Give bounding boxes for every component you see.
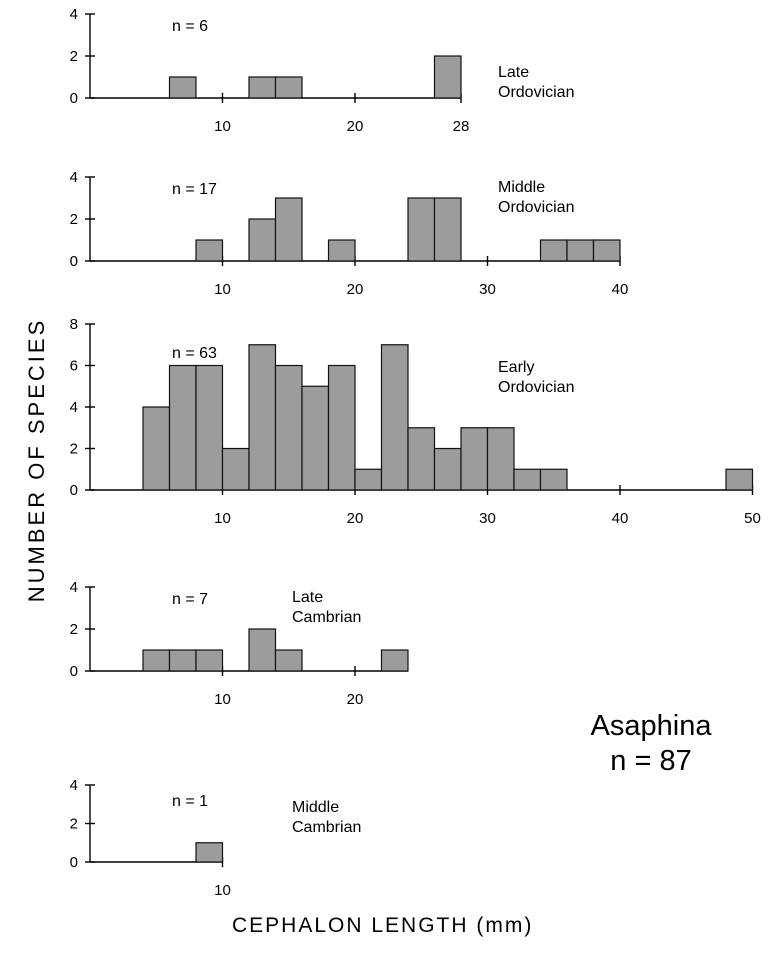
- y-tick-label: 2: [70, 48, 78, 65]
- histogram-bar: [195, 364, 224, 491]
- panel-1: 0 2 4 10 20 30 40 n = 17 Middle Ordovician: [70, 169, 629, 298]
- histogram-bar: [380, 649, 409, 672]
- y-tick-label: 2: [70, 441, 78, 458]
- period-label: Middle: [498, 179, 545, 196]
- x-tick-label: 40: [612, 281, 629, 298]
- histogram-bar: [354, 468, 383, 491]
- sample-size-label: n = 17: [172, 181, 217, 198]
- period-label: Late: [292, 589, 323, 606]
- y-tick-label: 4: [70, 399, 78, 416]
- y-tick-label: 4: [70, 777, 78, 794]
- y-axis-label: NUMBER OF SPECIES: [24, 318, 49, 602]
- sample-size-label: n = 7: [172, 591, 208, 608]
- histogram-bar: [195, 649, 224, 672]
- period-label: Early: [498, 359, 534, 376]
- y-tick-label: 8: [70, 316, 78, 333]
- period-label: Ordovician: [498, 199, 574, 216]
- histogram-bar: [407, 197, 436, 262]
- histogram-bar: [725, 468, 754, 491]
- x-tick-label: 20: [347, 281, 364, 298]
- y-tick-label: 4: [70, 579, 78, 596]
- y-tick-label: 0: [70, 253, 78, 270]
- histogram-bar: [539, 468, 568, 491]
- period-label: Ordovician: [498, 84, 574, 101]
- histogram-bar: [301, 385, 330, 491]
- y-tick-label: 0: [70, 854, 78, 871]
- histogram-bar: [248, 628, 277, 672]
- y-tick-label: 6: [70, 358, 78, 375]
- x-axis-label: CEPHALON LENGTH (mm): [232, 914, 533, 937]
- x-tick-label: 50: [744, 510, 761, 527]
- sample-size-label: n = 1: [172, 793, 208, 810]
- period-label: Late: [498, 64, 529, 81]
- genus-count: n = 87: [610, 745, 691, 777]
- histogram-bar: [142, 649, 171, 672]
- x-tick-label: 10: [214, 510, 231, 527]
- histogram-bar: [168, 76, 197, 99]
- y-tick-label: 0: [70, 663, 78, 680]
- histogram-bar: [168, 649, 197, 672]
- histogram-bar: [195, 842, 224, 863]
- histogram-bar: [248, 344, 277, 491]
- histogram-bar: [433, 197, 462, 262]
- period-label: Cambrian: [292, 609, 361, 626]
- period-label: Cambrian: [292, 819, 361, 836]
- histogram-bar: [168, 364, 197, 491]
- panel-0: 0 2 4 10 20 28 n = 6 Late Ordovician: [70, 6, 575, 135]
- histogram-bar: [248, 76, 277, 99]
- x-tick-label: 28: [453, 118, 470, 135]
- histogram-bar: [592, 239, 621, 262]
- histogram-bar: [274, 649, 303, 672]
- x-tick-label: 10: [214, 882, 231, 899]
- sample-size-label: n = 63: [172, 345, 217, 362]
- histogram-bar: [248, 218, 277, 262]
- histogram-bar: [195, 239, 224, 262]
- period-label: Ordovician: [498, 379, 574, 396]
- histogram-bar: [221, 447, 250, 491]
- histogram-bar: [433, 447, 462, 491]
- y-tick-label: 4: [70, 6, 78, 23]
- histogram-bar: [460, 427, 489, 491]
- x-tick-label: 40: [612, 510, 629, 527]
- x-tick-label: 30: [479, 510, 496, 527]
- x-tick-label: 20: [347, 691, 364, 708]
- histogram-bar: [327, 239, 356, 262]
- histogram-bar: [566, 239, 595, 262]
- y-tick-label: 2: [70, 816, 78, 833]
- y-tick-label: 2: [70, 211, 78, 228]
- histogram-bar: [380, 344, 409, 491]
- histogram-bar: [539, 239, 568, 262]
- panel-4: 0 2 4 10 n = 1 Middle Cambrian: [70, 777, 362, 899]
- y-tick-label: 0: [70, 90, 78, 107]
- genus-name: Asaphina: [591, 710, 713, 742]
- histogram-bar: [513, 468, 542, 491]
- panel-2: 0 2 4 6 8 10 20 30 40 50 n = 63 Early Ordovician: [70, 316, 761, 527]
- panel-3: 0 2 4 10 20 n = 7 Late Cambrian: [70, 579, 409, 708]
- x-tick-label: 20: [347, 118, 364, 135]
- histogram-bar: [142, 406, 171, 491]
- y-tick-label: 4: [70, 169, 78, 186]
- x-tick-label: 10: [214, 118, 231, 135]
- histogram-bar: [274, 364, 303, 491]
- x-tick-label: 10: [214, 281, 231, 298]
- x-tick-label: 30: [479, 281, 496, 298]
- y-tick-label: 0: [70, 482, 78, 499]
- period-label: Middle: [292, 799, 339, 816]
- histogram-bar: [407, 427, 436, 491]
- histogram-bar: [274, 76, 303, 99]
- x-tick-label: 10: [214, 691, 231, 708]
- y-tick-label: 2: [70, 621, 78, 638]
- histogram-bar: [486, 427, 515, 491]
- histogram-bar: [327, 364, 356, 491]
- sample-size-label: n = 6: [172, 18, 208, 35]
- x-tick-label: 20: [347, 510, 364, 527]
- histogram-bar: [274, 197, 303, 262]
- histogram-bar: [433, 55, 462, 99]
